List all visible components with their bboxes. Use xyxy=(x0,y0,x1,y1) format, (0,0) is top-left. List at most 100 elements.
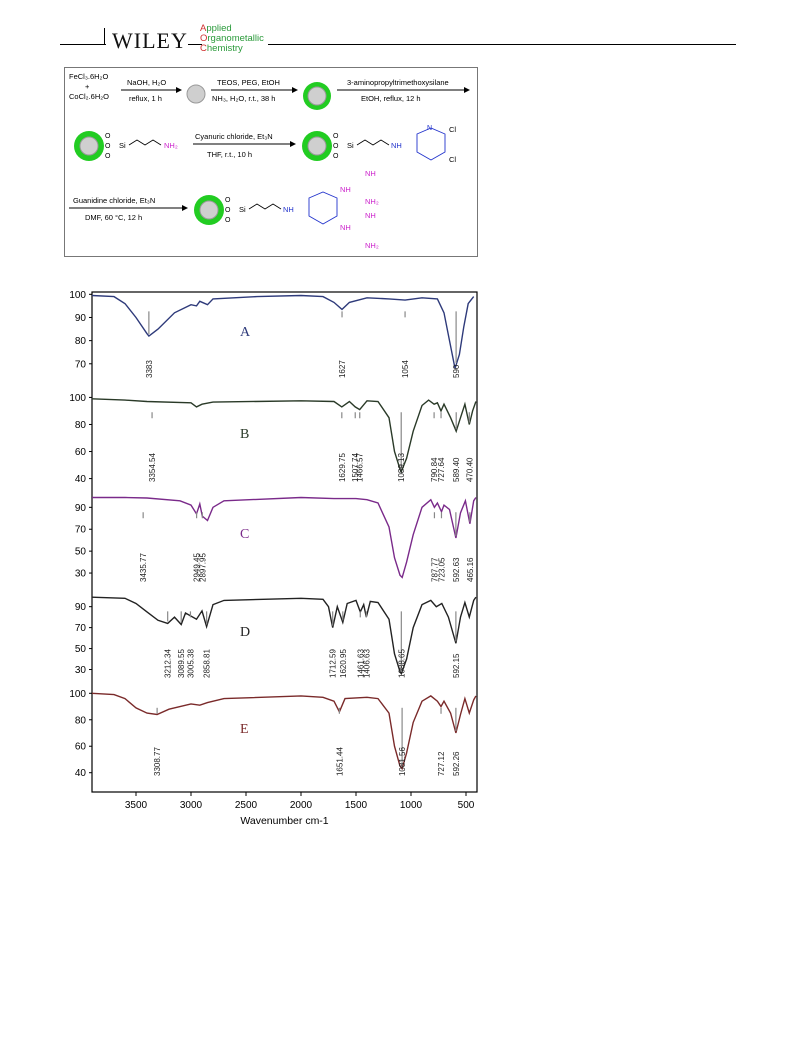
peak-label-A-1054: 1054 xyxy=(401,360,410,378)
peak-label-D-2858.81: 2858.81 xyxy=(203,649,212,678)
reagent-plus: + xyxy=(85,82,90,91)
ir-spectra-chart: 3500 3000 2500 2000 1500 1000 500 Wavenumber cm… xyxy=(40,278,490,828)
amine-particle-core xyxy=(79,136,99,156)
peak-label-C-465.16: 465.16 xyxy=(466,557,475,582)
oxygen-label-5: O xyxy=(333,143,339,150)
peak-label-A-1627: 1627 xyxy=(338,360,347,378)
peak-label-E-592.26: 592.26 xyxy=(452,751,461,776)
peak-label-B-1507.74: 1507.74 xyxy=(351,453,360,482)
step3-conditions-top: 3-aminopropyltrimethoxysilane xyxy=(347,78,449,87)
peak-label-A-590: 590 xyxy=(452,364,461,378)
peak-label-B-1089.13: 1089.13 xyxy=(397,453,406,482)
x-tick-label-1500: 1500 xyxy=(345,800,368,811)
y-tick-label-D-50: 50 xyxy=(75,644,87,655)
y-tick-label-A-100: 100 xyxy=(69,290,86,301)
peak-label-D-1406.63: 1406.63 xyxy=(362,649,371,678)
oxygen-label-9: O xyxy=(225,217,231,224)
series-line-D xyxy=(91,596,477,676)
peak-label-E-1651.44: 1651.44 xyxy=(335,747,344,776)
scheme-drawing: FeCl₃.6H₂O + CoCl₂.6H₂O NaOH, H₂O reflux… xyxy=(69,72,470,250)
triazine-ring xyxy=(416,127,446,161)
guanidine-nh-2: NH xyxy=(340,223,351,232)
journal-line-chemistry-rest: hemistry xyxy=(206,43,243,54)
oxygen-label-2: O xyxy=(105,143,111,150)
ir-spectra-svg: 3500 3000 2500 2000 1500 1000 500 Wavenumber cm… xyxy=(69,290,478,827)
synthesis-scheme: FeCl₃.6H₂O + CoCl₂.6H₂O NaOH, H₂O reflux… xyxy=(64,67,478,257)
oxygen-label-7: O xyxy=(225,197,231,204)
peak-label-E-3308.77: 3308.77 xyxy=(153,747,162,776)
peak-label-D-3212.34: 3212.34 xyxy=(164,649,173,678)
step1-conditions-bottom: reflux, 1 h xyxy=(129,94,162,103)
oxygen-label-3: O xyxy=(105,153,111,160)
peak-label-B-589.40: 589.40 xyxy=(452,457,461,482)
guanidine-nh-imine-1: NH xyxy=(365,169,376,178)
peak-label-C-3435.77: 3435.77 xyxy=(139,553,148,582)
y-tick-label-E-80: 80 xyxy=(75,715,87,726)
plot-frame xyxy=(91,291,478,793)
triazine-particle-core xyxy=(307,136,327,156)
y-tick-label-C-30: 30 xyxy=(75,569,87,580)
y-tick-label-D-30: 30 xyxy=(75,665,87,676)
peak-label-C-723.05: 723.05 xyxy=(437,557,446,582)
series-line-A xyxy=(91,294,475,369)
propyl-chain-1 xyxy=(128,139,162,146)
series-name-E: E xyxy=(240,722,249,737)
series-line-E xyxy=(91,692,477,771)
y-tick-label-C-50: 50 xyxy=(75,547,87,558)
silicon-label-3: Si xyxy=(239,205,246,214)
x-tick-label-3000: 3000 xyxy=(180,800,203,811)
y-tick-label-A-80: 80 xyxy=(75,336,87,347)
y-tick-label-C-90: 90 xyxy=(75,503,87,514)
peak-label-D-3089.55: 3089.55 xyxy=(177,649,186,678)
peak-label-D-3005.38: 3005.38 xyxy=(186,649,195,678)
peak-label-D-1620.95: 1620.95 xyxy=(339,649,348,678)
silicon-label: Si xyxy=(119,141,126,150)
guanidine-particle-core xyxy=(199,200,219,220)
y-tick-label-D-90: 90 xyxy=(75,602,87,613)
reagent-cocl2: CoCl₂.6H₂O xyxy=(69,92,109,101)
y-tick-label-A-70: 70 xyxy=(75,359,87,370)
peak-label-B-470.40: 470.40 xyxy=(465,457,474,482)
amine-label: NH₂ xyxy=(164,141,178,150)
silicon-label-2: Si xyxy=(347,141,354,150)
y-tick-label-E-40: 40 xyxy=(75,768,87,779)
step5-conditions-top: Guanidine chloride, Et₃N xyxy=(73,196,155,205)
journal-line-applied-rest: pplied xyxy=(206,23,232,34)
oxygen-label-8: O xyxy=(225,207,231,214)
x-tick-label-500: 500 xyxy=(458,800,475,811)
guanidine-nh-1: NH xyxy=(340,185,351,194)
peak-label-B-727.64: 727.64 xyxy=(437,457,446,482)
journal-line-organometallic: Organometallic xyxy=(200,33,264,44)
peak-label-E-1081.56: 1081.56 xyxy=(398,747,407,776)
step1-conditions-top: NaOH, H₂O xyxy=(127,78,166,87)
propyl-chain-3 xyxy=(248,203,282,210)
step3-conditions-bottom: EtOH, reflux, 12 h xyxy=(361,94,421,103)
journal-line-chemistry: Chemistry xyxy=(200,43,243,54)
x-tick-label-2000: 2000 xyxy=(290,800,313,811)
step2-conditions-top: TEOS, PEG, EtOH xyxy=(217,78,280,87)
core-particle xyxy=(186,84,206,104)
x-axis-label: Wavenumber cm-1 xyxy=(240,815,328,827)
peak-label-C-592.63: 592.63 xyxy=(452,557,461,582)
step5-conditions-bottom: DMF, 60 °C, 12 h xyxy=(85,213,142,222)
oxygen-label-6: O xyxy=(333,153,339,160)
peak-label-B-790.84: 790.84 xyxy=(430,457,439,482)
step4-conditions-bottom: THF, r.t., 10 h xyxy=(207,150,252,159)
peak-label-C-2897.95: 2897.95 xyxy=(198,553,207,582)
y-tick-label-B-40: 40 xyxy=(75,474,87,485)
peak-label-B-1466.57: 1466.57 xyxy=(356,453,365,482)
peak-label-D-1088.65: 1088.65 xyxy=(397,649,406,678)
peak-label-A-3383: 3383 xyxy=(145,360,154,378)
triazine-n-label: N xyxy=(427,125,432,132)
series-name-D: D xyxy=(240,625,250,640)
header-rule-right xyxy=(268,44,736,45)
step2-conditions-bottom: NH₃, H₂O, r.t., 38 h xyxy=(212,94,275,103)
peak-label-B-3354.54: 3354.54 xyxy=(148,453,157,482)
journal-line-organometallic-rest: rganometallic xyxy=(207,33,264,44)
triazine-ring-2 xyxy=(308,191,338,225)
nh-label: NH xyxy=(391,141,402,150)
peak-label-D-1712.59: 1712.59 xyxy=(329,649,338,678)
journal-line-applied: Applied xyxy=(200,23,232,34)
x-tick-label-2500: 2500 xyxy=(235,800,258,811)
journal-title: Applied Organometallic Chemistry xyxy=(200,24,264,54)
